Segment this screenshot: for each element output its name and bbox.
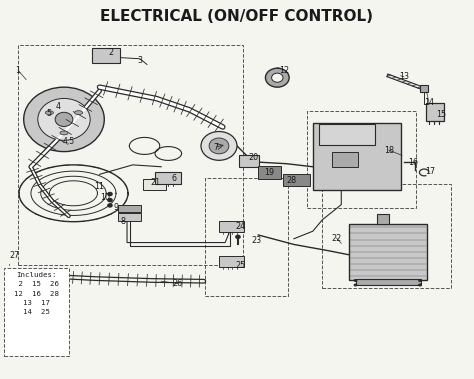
Circle shape [107, 198, 113, 202]
Bar [349, 224, 427, 280]
Bar [92, 48, 120, 63]
Text: 3: 3 [137, 56, 142, 65]
Text: 14: 14 [424, 98, 434, 107]
Bar [332, 152, 358, 167]
Bar [118, 205, 141, 212]
Text: 26: 26 [173, 279, 183, 288]
Text: 7: 7 [213, 143, 218, 152]
Text: 12: 12 [279, 66, 290, 75]
Text: 24: 24 [236, 222, 246, 231]
Circle shape [38, 99, 90, 140]
Circle shape [209, 138, 229, 154]
Text: 16: 16 [408, 158, 419, 167]
Bar [283, 174, 310, 186]
Text: 6: 6 [172, 174, 176, 183]
Text: 17: 17 [425, 167, 436, 176]
Circle shape [265, 68, 289, 87]
Bar [118, 213, 141, 221]
Bar [239, 155, 259, 167]
Ellipse shape [60, 131, 68, 135]
Text: 23: 23 [251, 236, 261, 245]
Text: 15: 15 [436, 110, 446, 119]
Circle shape [235, 235, 241, 239]
Bar [377, 214, 389, 224]
Bar [18, 45, 243, 265]
Bar [319, 124, 375, 145]
Text: 22: 22 [331, 233, 342, 243]
Bar [155, 172, 181, 184]
Text: 27: 27 [9, 251, 19, 260]
Bar [219, 221, 244, 232]
Text: 1: 1 [16, 66, 20, 75]
Text: 9: 9 [114, 203, 118, 212]
Circle shape [107, 192, 113, 196]
Text: 25: 25 [236, 261, 246, 270]
Bar [322, 184, 451, 288]
Text: 21: 21 [150, 178, 161, 187]
Bar [420, 85, 428, 92]
Ellipse shape [46, 111, 54, 114]
Bar [426, 103, 444, 121]
Circle shape [272, 73, 283, 82]
Text: Includes:
 2  15  26
12  16  28
13  17
14  25: Includes: 2 15 26 12 16 28 13 17 14 25 [14, 272, 59, 315]
Circle shape [55, 112, 73, 127]
Text: 13: 13 [399, 72, 409, 81]
Bar [307, 111, 416, 208]
Text: 8: 8 [121, 217, 126, 226]
Circle shape [418, 279, 422, 282]
Circle shape [418, 283, 422, 287]
Text: 5: 5 [46, 109, 51, 118]
Bar [313, 123, 401, 190]
Text: 4: 4 [55, 102, 60, 111]
Circle shape [107, 203, 113, 208]
Circle shape [24, 87, 104, 152]
Bar [219, 256, 244, 267]
Text: 11: 11 [94, 182, 105, 191]
Bar [356, 279, 421, 285]
Text: 4,5: 4,5 [63, 137, 75, 146]
Text: 2: 2 [109, 48, 114, 57]
Bar [205, 178, 288, 296]
Bar [258, 166, 281, 179]
Bar [143, 179, 166, 190]
Circle shape [201, 132, 237, 160]
Text: 28: 28 [286, 176, 297, 185]
Text: ELECTRICAL (ON/OFF CONTROL): ELECTRICAL (ON/OFF CONTROL) [100, 9, 374, 25]
Text: 18: 18 [383, 146, 394, 155]
Circle shape [354, 279, 357, 282]
Text: 20: 20 [248, 153, 259, 162]
Ellipse shape [74, 111, 82, 114]
Text: 19: 19 [264, 168, 274, 177]
Text: 10: 10 [100, 193, 110, 202]
Bar [4, 268, 69, 356]
Circle shape [354, 283, 357, 287]
